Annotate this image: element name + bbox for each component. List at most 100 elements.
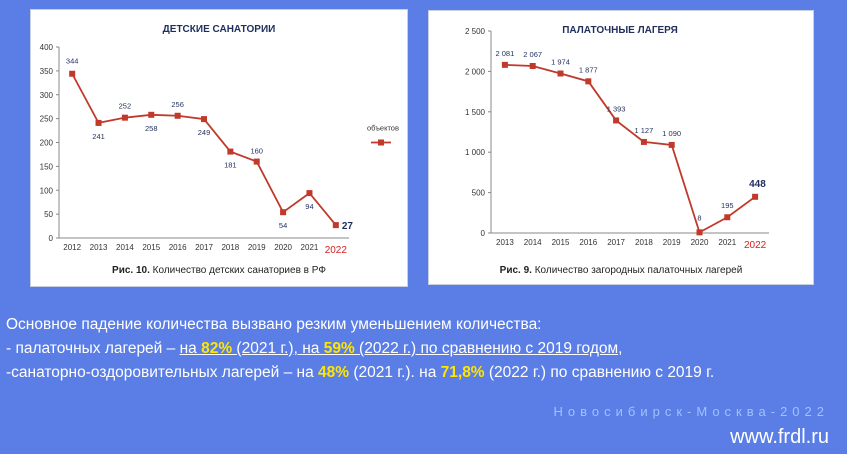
camps-data-point bbox=[640, 138, 647, 145]
camps-x-tick-label: 2019 bbox=[663, 238, 681, 247]
sanatoria-x-tick-label: 2013 bbox=[90, 243, 108, 252]
sanatoria-data-point bbox=[174, 112, 181, 119]
summary-line-1: Основное падение количества вызвано резк… bbox=[6, 316, 542, 333]
camps-data-point bbox=[613, 117, 620, 124]
sanatoria-data-label: 94 bbox=[305, 202, 313, 211]
summary-line-2-f: (2022 г.) по сравнению с 2019 годом, bbox=[354, 340, 623, 357]
percent-82: 82% bbox=[201, 340, 233, 357]
sanatoria-x-tick-label: 2020 bbox=[274, 243, 292, 252]
sanatoria-data-label: 252 bbox=[119, 102, 132, 111]
camps-y-tick-label: 1 500 bbox=[465, 108, 486, 117]
summary-line-2: - палаточных лагерей – на 82% (2021 г.),… bbox=[6, 337, 714, 361]
summary-line-3-a: -санаторно-оздоровительных лагерей – на bbox=[6, 364, 319, 381]
camps-series-line bbox=[504, 63, 756, 234]
summary-line-3-e: (2022 г.) по сравнению с 2019 г. bbox=[484, 364, 715, 381]
camps-y-tick-label: 0 bbox=[481, 229, 486, 238]
sanatoria-data-point bbox=[95, 119, 102, 126]
sanatoria-y-tick-label: 200 bbox=[40, 139, 54, 148]
camps-data-label: 1 393 bbox=[607, 104, 626, 113]
camps-data-label: 8 bbox=[697, 213, 701, 222]
sanatoria-data-point bbox=[227, 148, 234, 155]
sanatoria-data-point bbox=[253, 158, 260, 165]
camps-data-label: 195 bbox=[721, 201, 734, 210]
percent-71-8: 71,8% bbox=[440, 364, 485, 381]
sanatoria-data-point bbox=[69, 70, 76, 77]
sanatoria-x-tick-label: 2016 bbox=[169, 243, 187, 252]
sanatoria-data-label: 181 bbox=[224, 161, 237, 170]
sanatoria-data-label: 54 bbox=[279, 221, 287, 230]
sanatoria-y-tick-label: 250 bbox=[40, 115, 54, 124]
camps-data-point bbox=[752, 193, 759, 200]
camps-x-tick-label: 2018 bbox=[635, 238, 653, 247]
sanatoria-x-tick-label: 2012 bbox=[63, 243, 81, 252]
sanatoria-data-label: 258 bbox=[145, 124, 158, 133]
camps-data-point bbox=[501, 61, 508, 68]
camps-data-point bbox=[724, 214, 731, 221]
footer-city: Новосибирск-Москва-2022 bbox=[553, 404, 829, 419]
sanatoria-data-label: 27 bbox=[342, 221, 354, 232]
caption-fig10-number: Рис. 10. bbox=[112, 265, 150, 276]
chart-camps: ПАЛАТОЧНЫЕ ЛАГЕРЯ 0 500 1 000 1 500 2 000 2 50… bbox=[465, 25, 769, 251]
camps-data-label: 448 bbox=[749, 179, 766, 190]
caption-fig9-number: Рис. 9. bbox=[499, 265, 532, 276]
sanatoria-y-tick-label: 400 bbox=[40, 43, 54, 52]
sanatoria-data-point bbox=[332, 222, 339, 229]
camps-x-tick-label: 2013 bbox=[496, 238, 514, 247]
sanatoria-x-tick-label: 2021 bbox=[301, 243, 319, 252]
sanatoria-legend-marker bbox=[378, 139, 384, 146]
camps-data-point bbox=[557, 70, 564, 77]
sanatoria-data-point bbox=[148, 111, 155, 118]
sanatoria-y-tick-label: 100 bbox=[40, 186, 54, 195]
camps-x-tick-label: 2014 bbox=[524, 238, 542, 247]
chart-sanatoria: ДЕТСКИЕ САНАТОРИИ 0 50 100 150 200 250 300 350 40… bbox=[40, 24, 399, 256]
caption-fig10-text: Количество детских санаториев в РФ bbox=[149, 265, 326, 276]
sanatoria-y-tick-label: 0 bbox=[49, 234, 54, 243]
sanatoria-data-point bbox=[280, 209, 287, 216]
summary-line-2-b: на bbox=[179, 340, 202, 357]
sanatoria-x-tick-label: 2014 bbox=[116, 243, 134, 252]
sanatoria-legend-label: объектов bbox=[367, 124, 399, 133]
sanatoria-x-tick-label: 2015 bbox=[142, 243, 160, 252]
sanatoria-y-tick-label: 300 bbox=[40, 91, 54, 100]
caption-fig10: Рис. 10. Количество детских санаториев в… bbox=[31, 265, 407, 276]
sanatoria-data-point bbox=[306, 190, 313, 197]
summary-text: Основное падение количества вызвано резк… bbox=[6, 313, 714, 385]
camps-y-tick-label: 1 000 bbox=[465, 148, 486, 157]
camps-data-label: 2 081 bbox=[496, 49, 515, 58]
chart-card-camps: ПАЛАТОЧНЫЕ ЛАГЕРЯ 0 500 1 000 1 500 2 000 2 50… bbox=[428, 10, 814, 285]
sanatoria-data-label: 249 bbox=[198, 128, 211, 137]
sanatoria-y-tick-label: 50 bbox=[44, 210, 53, 219]
sanatoria-y-tick-label: 350 bbox=[40, 67, 54, 76]
camps-x-tick-label: 2020 bbox=[691, 238, 709, 247]
camps-data-point bbox=[696, 229, 703, 236]
sanatoria-data-label: 344 bbox=[66, 57, 79, 66]
camps-x-tick-label: 2017 bbox=[607, 238, 625, 247]
summary-line-3: -санаторно-оздоровительных лагерей – на … bbox=[6, 361, 714, 385]
camps-x-tick-label: 2022 bbox=[744, 240, 767, 251]
camps-y-tick-label: 500 bbox=[472, 189, 486, 198]
footer-url[interactable]: www.frdl.ru bbox=[730, 426, 829, 448]
camps-x-tick-label: 2015 bbox=[552, 238, 570, 247]
sanatoria-data-label: 256 bbox=[171, 100, 184, 109]
camps-title: ПАЛАТОЧНЫЕ ЛАГЕРЯ bbox=[562, 25, 678, 36]
sanatoria-x-tick-label: 2018 bbox=[221, 243, 239, 252]
camps-data-point bbox=[668, 141, 675, 148]
sanatoria-x-tick-label: 2017 bbox=[195, 243, 213, 252]
summary-line-3-c: (2021 г.). на bbox=[349, 364, 441, 381]
camps-data-point bbox=[529, 62, 536, 69]
sanatoria-y-tick-label: 150 bbox=[40, 162, 54, 171]
sanatoria-x-tick-label: 2022 bbox=[325, 245, 348, 256]
summary-line-2-a: - палаточных лагерей – bbox=[6, 340, 180, 357]
camps-data-point bbox=[585, 78, 592, 85]
sanatoria-series-line bbox=[71, 73, 337, 226]
sanatoria-x-tick-label: 2019 bbox=[248, 243, 266, 252]
percent-59: 59% bbox=[323, 340, 355, 357]
summary-line-2-d: (2021 г.), на bbox=[232, 340, 324, 357]
summary-line-2-underlined: на 82% (2021 г.), на 59% (2022 г.) по ср… bbox=[180, 340, 623, 357]
caption-fig9-text: Количество загородных палаточных лагерей bbox=[531, 265, 743, 276]
camps-data-label: 1 974 bbox=[551, 58, 570, 67]
camps-data-label: 1 877 bbox=[579, 65, 598, 74]
camps-x-tick-label: 2016 bbox=[579, 238, 597, 247]
sanatoria-data-point bbox=[121, 114, 128, 121]
camps-data-label: 1 090 bbox=[662, 129, 681, 138]
